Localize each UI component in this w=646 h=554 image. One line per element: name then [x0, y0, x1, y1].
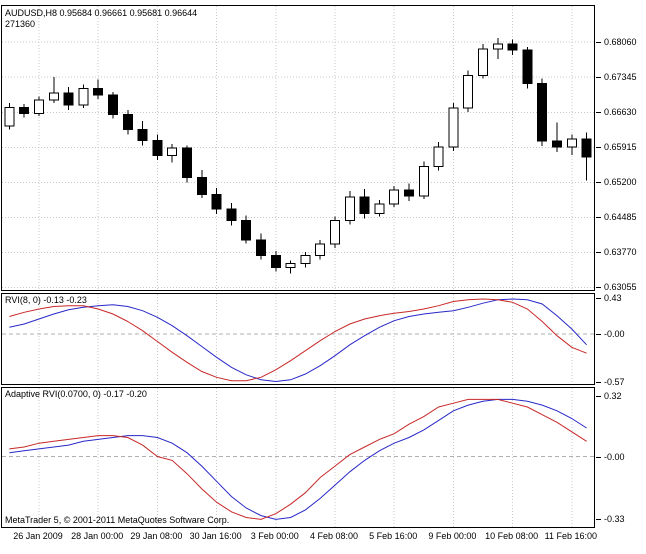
price-axis-tick [596, 381, 601, 383]
price-axis-tick [596, 42, 601, 44]
time-tick-label: 28 Jan 00:00 [71, 531, 124, 541]
time-tick-label: 10 Feb 08:00 [485, 531, 539, 541]
price-axis-tick [596, 112, 601, 114]
time-axis[interactable]: 26 Jan 2009 28 Jan 00:00 29 Jan 08:00 30 Ja… [0, 530, 646, 546]
time-tick-label: 9 Feb 00:00 [428, 531, 477, 541]
price-panel[interactable]: AUDUSD,H8 0.95684 0.96661 0.95681 0.9664… [1, 5, 595, 291]
price-tick-label: -0.33 [604, 514, 625, 525]
time-tick-label: 4 Feb 08:00 [309, 531, 359, 541]
price-axis-tick [596, 77, 601, 79]
price-axis-tick [596, 334, 601, 335]
rvi-indicator-title: RVI(8, 0) -0.13 -0.23 [5, 295, 87, 305]
time-tick-label: 11 Feb 16:00 [544, 531, 597, 541]
time-tick-label: 30 Jan 16:00 [189, 531, 242, 541]
time-tick-label: 5 Feb 16:00 [369, 531, 418, 541]
price-tick-label: 0.68060 [604, 37, 637, 48]
adaptive-rvi-indicator-title: Adaptive RVI(0.0700, 0) -0.17 -0.20 [5, 389, 147, 399]
price-axis-tick [596, 298, 601, 300]
price-tick-label: -0.00 [604, 451, 625, 462]
price-tick-label: 0.63055 [604, 282, 637, 293]
time-tick-label: 3 Feb 00:00 [250, 531, 299, 541]
volume-label: 271360 [5, 19, 36, 29]
time-tick-label: 29 Jan 08:00 [130, 531, 183, 541]
price-axis[interactable]: 0.68060 0.67345 0.66630 0.65915 0.65200 0.644… [596, 0, 646, 554]
symbol-ohlc-label: AUDUSD,H8 0.95684 0.96661 0.95681 0.9664… [5, 8, 198, 18]
price-axis-tick [596, 287, 601, 289]
price-tick-label: -0.57 [604, 376, 625, 387]
price-tick-label: 0.65200 [604, 177, 637, 188]
rvi-indicator-panel[interactable]: RVI(8, 0) -0.13 -0.23 [1, 293, 595, 385]
price-tick-label: 0.32 [604, 390, 622, 401]
price-axis-tick [596, 456, 601, 458]
time-tick-label: 26 Jan 2009 [13, 531, 63, 541]
price-tick-label: 0.66630 [604, 107, 637, 118]
price-tick-label: 0.64485 [604, 212, 637, 223]
price-axis-tick [596, 395, 601, 397]
price-tick-label: 0.43 [604, 293, 622, 304]
price-tick-label: 0.67345 [604, 72, 637, 83]
price-axis-tick [596, 519, 601, 521]
price-axis-tick [596, 217, 601, 219]
adaptive-rvi-chart-canvas[interactable] [2, 388, 594, 527]
price-tick-label: 0.65915 [604, 142, 637, 153]
adaptive-rvi-indicator-panel[interactable]: Adaptive RVI(0.0700, 0) -0.17 -0.20 Meta… [1, 387, 595, 528]
price-axis-tick [596, 182, 601, 184]
price-axis-tick [596, 147, 601, 149]
price-tick-label: -0.00 [604, 329, 625, 339]
metatrader-credit-label: MetaTrader 5, © 2001-2011 MetaQuotes Sof… [5, 515, 230, 525]
price-tick-label: 0.63770 [604, 247, 637, 258]
price-chart-canvas[interactable] [2, 6, 594, 290]
price-axis-tick [596, 252, 601, 254]
rvi-chart-canvas[interactable] [2, 294, 594, 384]
